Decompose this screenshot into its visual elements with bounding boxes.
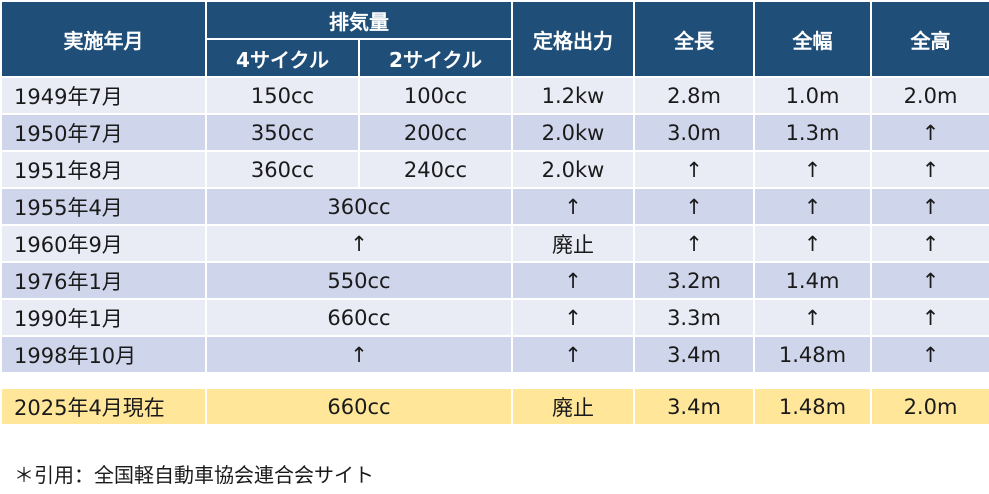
table-cell: 3.4m (633, 387, 755, 426)
table-cell: 1949年7月 (0, 76, 207, 115)
table-row: 1960年9月 ↑ 廃止 ↑ ↑ ↑ (0, 224, 989, 263)
table-cell: 360cc (205, 187, 513, 226)
table-cell: ↑ (511, 187, 635, 226)
table-cell: ↑ (870, 335, 989, 374)
table-cell: ↑ (205, 335, 513, 374)
table-row: 1955年4月 360cc ↑ ↑ ↑ ↑ (0, 187, 989, 226)
table-cell: 1950年7月 (0, 113, 207, 152)
table-row: 1990年1月 660cc ↑ 3.3m ↑ ↑ (0, 298, 989, 337)
table-cell: 2.0m (870, 387, 989, 426)
table-cell: 3.2m (633, 261, 755, 300)
spec-table: 実施年月 排気量 定格出力 全長 全幅 全高 4サイクル 2サイクル 1949年… (0, 0, 989, 426)
table-cell: ↑ (870, 150, 989, 189)
table-cell: 200cc (358, 113, 513, 152)
table-cell: 550cc (205, 261, 513, 300)
table-row: 1949年7月 150cc 100cc 1.2kw 2.8m 1.0m 2.0m (0, 76, 989, 115)
table-cell: 350cc (205, 113, 360, 152)
header-cell: 4サイクル (205, 38, 360, 78)
table-cell: ↑ (633, 150, 755, 189)
table-row: 1976年1月 550cc ↑ 3.2m 1.4m ↑ (0, 261, 989, 300)
table-cell: 2.0kw (511, 150, 635, 189)
table-cell: ↑ (870, 298, 989, 337)
table-cell: 廃止 (511, 224, 635, 263)
table-cell: 1998年10月 (0, 335, 207, 374)
header-cell: 全長 (633, 0, 755, 78)
table-cell: ↑ (205, 224, 513, 263)
spacer-cell (0, 372, 989, 389)
table-cell: ↑ (753, 298, 872, 337)
table-cell: ↑ (870, 187, 989, 226)
table-cell: ↑ (633, 224, 755, 263)
table-cell: 3.0m (633, 113, 755, 152)
table-cell: 2.0m (870, 76, 989, 115)
table-cell: 1955年4月 (0, 187, 207, 226)
table-cell: 1.48m (753, 335, 872, 374)
table-cell: 240cc (358, 150, 513, 189)
header-cell: 2サイクル (358, 38, 513, 78)
table-cell: 2.0kw (511, 113, 635, 152)
table-cell: ↑ (753, 224, 872, 263)
table-cell: ↑ (753, 187, 872, 226)
table-cell: 1.2kw (511, 76, 635, 115)
table-row: 1950年7月 350cc 200cc 2.0kw 3.0m 1.3m ↑ (0, 113, 989, 152)
table-cell: ↑ (870, 224, 989, 263)
table-row: 2025年4月現在 660cc 廃止 3.4m 1.48m 2.0m (0, 387, 989, 426)
table-cell: 1.0m (753, 76, 872, 115)
table-cell: 360cc (205, 150, 360, 189)
table-cell: 1.4m (753, 261, 872, 300)
table-cell: ↑ (511, 298, 635, 337)
table-cell: 廃止 (511, 387, 635, 426)
table-row: 1998年10月 ↑ ↑ 3.4m 1.48m ↑ (0, 335, 989, 374)
header-cell: 排気量 (205, 0, 513, 40)
table-cell: 660cc (205, 387, 513, 426)
table-cell: 3.3m (633, 298, 755, 337)
table-cell: 1951年8月 (0, 150, 207, 189)
table-cell: 100cc (358, 76, 513, 115)
table-cell: 2025年4月現在 (0, 387, 207, 426)
table-cell: 1.48m (753, 387, 872, 426)
table-cell: 1960年9月 (0, 224, 207, 263)
table-cell: 1990年1月 (0, 298, 207, 337)
table-cell: 1.3m (753, 113, 872, 152)
table-cell: ↑ (511, 335, 635, 374)
header-cell: 実施年月 (0, 0, 207, 78)
footnote: ＊引用：全国軽自動車協会連合会サイト (14, 463, 374, 487)
table-cell: 1976年1月 (0, 261, 207, 300)
table-cell: ↑ (511, 261, 635, 300)
table-cell: 2.8m (633, 76, 755, 115)
table-cell: ↑ (753, 150, 872, 189)
table-cell: 3.4m (633, 335, 755, 374)
table-cell: ↑ (633, 187, 755, 226)
header-cell: 全高 (870, 0, 989, 78)
table-cell: 660cc (205, 298, 513, 337)
table-cell: ↑ (870, 261, 989, 300)
table-cell: 150cc (205, 76, 360, 115)
table-row: 1951年8月 360cc 240cc 2.0kw ↑ ↑ ↑ (0, 150, 989, 189)
header-cell: 定格出力 (511, 0, 635, 78)
table-cell: ↑ (870, 113, 989, 152)
header-cell: 全幅 (753, 0, 872, 78)
spacer (0, 372, 989, 389)
